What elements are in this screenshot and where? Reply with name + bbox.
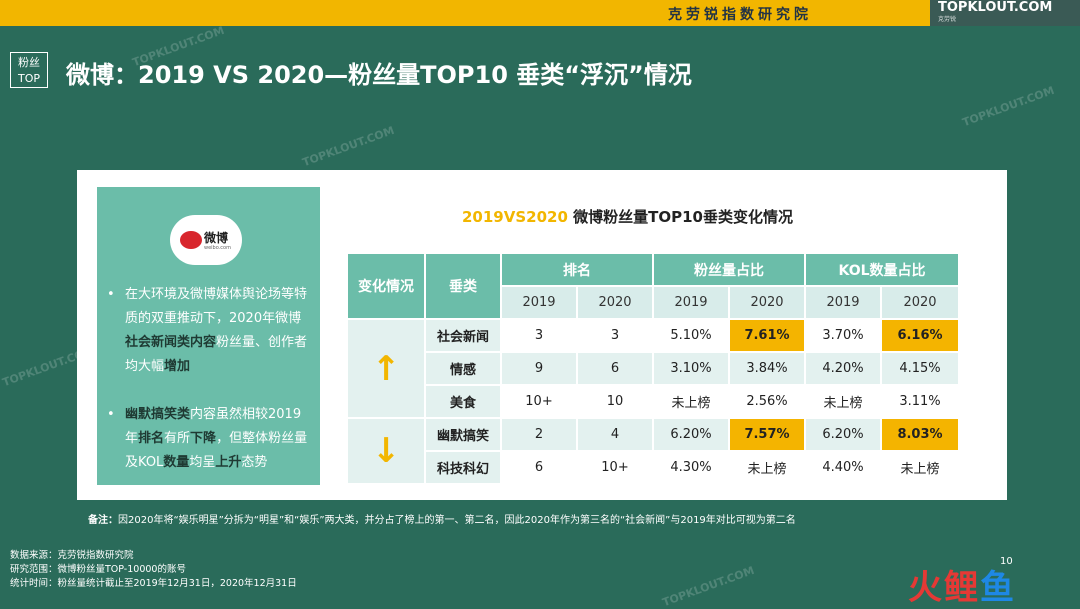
brand-watermark: 火鲤鱼 [908, 568, 1016, 608]
top-bar: 克劳锐指数研究院 TOPKLOUT.COM 克劳锐 [0, 0, 1080, 26]
header-rank: 排名 [500, 252, 654, 287]
table-row: ↓ 幽默搞笑 2 4 6.20% 7.57% 6.20% 8.03% [346, 417, 960, 485]
weibo-logo: 微博 weibo.com [170, 215, 242, 265]
header-category: 垂类 [424, 252, 502, 320]
header-kol: KOL数量占比 [804, 252, 960, 287]
page-title: 微博：2019 VS 2020—粉丝量TOP10 垂类“浮沉”情况 [66, 61, 692, 89]
side-panel: 微博 weibo.com • 在大环境及微博媒体舆论场等特质的双重推动下，202… [97, 187, 320, 485]
bullet-1: • 在大环境及微博媒体舆论场等特质的双重推动下，2020年微博社会新闻类内容粉丝… [107, 287, 308, 374]
source-info: 数据来源：克劳锐指数研究院 研究范围：微博粉丝量TOP-10000的账号 统计时… [10, 550, 297, 589]
comparison-table: 变化情况 垂类 排名 粉丝量占比 KOL数量占比 2019 2020 2019 … [346, 252, 960, 485]
header-change: 变化情况 [346, 252, 426, 320]
section-badge: 粉丝 TOP [10, 52, 48, 88]
weibo-eye-icon [180, 231, 202, 249]
table-title: 2019VS2020 微博粉丝量TOP10垂类变化情况 [462, 208, 793, 226]
table-row: 情感 9 6 3.10% 3.84% 4.20% 4.15% [347, 351, 960, 386]
table-row: 美食 10+ 10 未上榜 2.56% 未上榜 3.11% [347, 384, 960, 419]
header-fans: 粉丝量占比 [652, 252, 806, 287]
table-row: 科技科幻 6 10+ 4.30% 未上榜 4.40% 未上榜 [347, 450, 960, 485]
down-arrow-icon: ↓ [346, 417, 426, 485]
bullet-2: • 幽默搞笑类内容虽然相较2019年排名有所下降，但整体粉丝量及KOL数量均呈上… [107, 407, 308, 470]
watermark: TOPKLOUT.COM [960, 83, 1057, 130]
institute-name: 克劳锐指数研究院 [668, 7, 812, 23]
page-number: 10 [1000, 556, 1013, 567]
table-row: ↑ 社会新闻 3 3 5.10% 7.61% 3.70% 6.16% [346, 318, 960, 419]
footnote: 备注：因2020年将“娱乐明星”分拆为“明星”和“娱乐”两大类，并分占了榜上的第… [88, 515, 796, 526]
up-arrow-icon: ↑ [346, 318, 426, 419]
watermark: TOPKLOUT.COM [660, 563, 757, 609]
topklout-logo: TOPKLOUT.COM 克劳锐 [930, 0, 1080, 26]
watermark: TOPKLOUT.COM [300, 123, 397, 170]
